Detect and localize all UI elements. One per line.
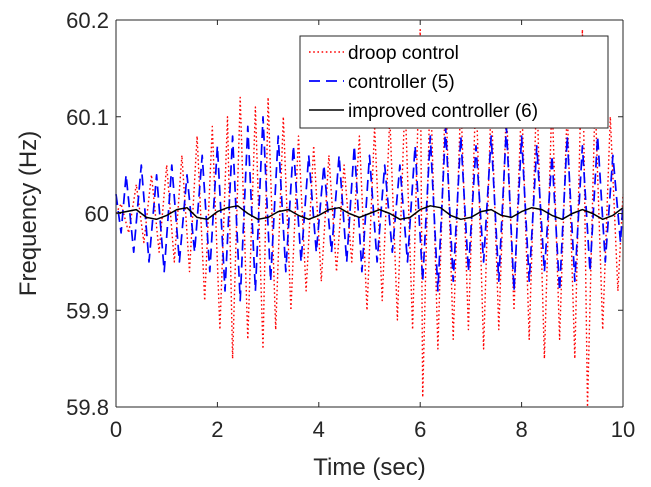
x-tick-label: 8 <box>515 417 527 442</box>
legend-box <box>299 35 609 129</box>
legend-label-1: droop control <box>348 43 459 64</box>
x-tick-label: 10 <box>611 417 635 442</box>
axis-ticks: 0 2 4 6 8 10 59.8 59.9 60 60.1 60.2 <box>66 8 635 442</box>
y-tick-label: 60 <box>85 202 109 227</box>
legend-label-2: controller (5) <box>348 72 455 93</box>
y-tick-label: 60.1 <box>66 105 109 130</box>
legend: droop control controller (5) improved cont… <box>299 35 609 129</box>
series-line-2 <box>115 115 624 302</box>
x-axis-label: Time (sec) <box>313 454 425 481</box>
x-tick-label: 0 <box>110 417 122 442</box>
series-layer <box>115 29 624 408</box>
y-tick-label: 60.2 <box>66 8 109 33</box>
x-tick-label: 2 <box>211 417 223 442</box>
x-tick-label: 6 <box>414 417 426 442</box>
y-tick-label: 59.9 <box>66 298 109 323</box>
y-tick-label: 59.8 <box>66 395 109 420</box>
series-line-3 <box>115 205 624 221</box>
x-tick-label: 4 <box>313 417 325 442</box>
legend-label-3: improved controller (6) <box>348 101 538 122</box>
y-axis-label: Frequency (Hz) <box>15 131 42 296</box>
